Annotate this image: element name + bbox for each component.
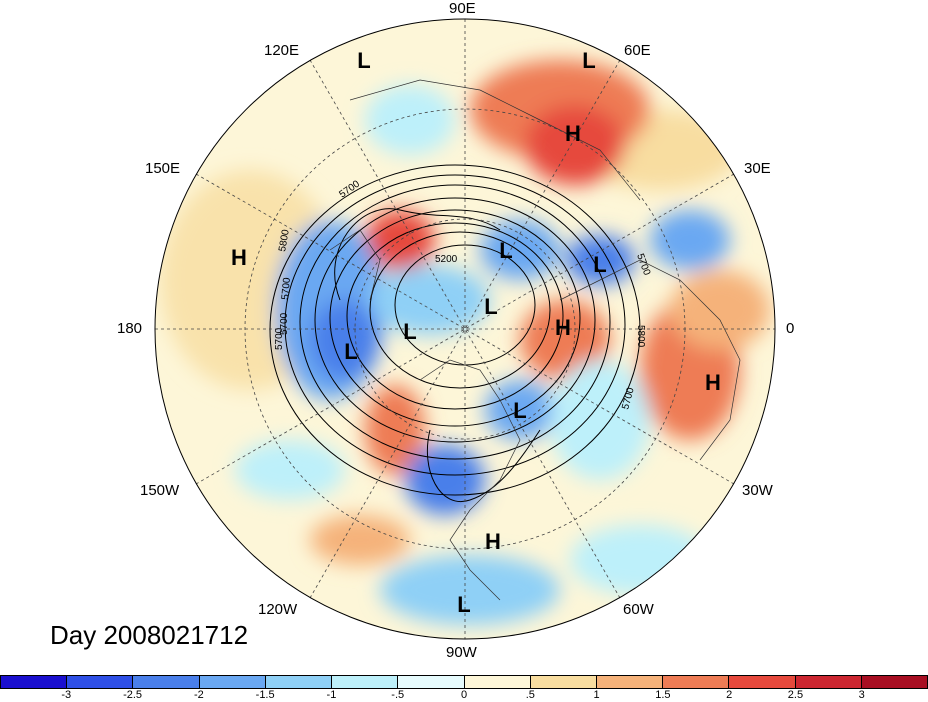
lon-label-0: 0 bbox=[786, 320, 795, 337]
lon-label-60e: 60E bbox=[624, 42, 651, 59]
pressure-center-label: H bbox=[565, 121, 581, 146]
pressure-center-label: H bbox=[705, 370, 721, 395]
pressure-center-label: L bbox=[457, 592, 471, 617]
pressure-center-label: L bbox=[582, 48, 596, 73]
colorbar-tick-label: 0 bbox=[460, 689, 468, 701]
colorbar-swatch bbox=[663, 676, 730, 688]
coastlines bbox=[329, 79, 741, 601]
colorbar-swatch bbox=[596, 676, 664, 688]
lon-label-60w: 60W bbox=[623, 601, 654, 618]
pressure-center-label: L bbox=[344, 339, 358, 364]
colorbar-swatch bbox=[795, 676, 862, 688]
pressure-center-label: L bbox=[593, 252, 607, 277]
graticule bbox=[155, 19, 775, 639]
colorbar-swatch bbox=[332, 676, 399, 688]
pressure-center-label: H bbox=[485, 529, 501, 554]
lon-label-30w: 30W bbox=[742, 482, 773, 499]
contour-label: 5200 bbox=[435, 254, 458, 265]
colorbar-tick-label: 1 bbox=[593, 689, 600, 701]
colorbar-tick-label: 3 bbox=[858, 689, 865, 701]
colorbar-swatch bbox=[861, 676, 928, 688]
colorbar-swatch bbox=[199, 676, 266, 688]
lon-label-180: 180 bbox=[117, 320, 143, 337]
contour-label: 5700 bbox=[279, 312, 290, 335]
lon-label-120w: 120W bbox=[258, 601, 298, 618]
colorbar-tick-label: -3 bbox=[61, 689, 72, 701]
pressure-center-label: L bbox=[513, 398, 527, 423]
contour-label: 5800 bbox=[277, 228, 292, 252]
lon-label-120e: 120E bbox=[264, 42, 300, 59]
colorbar-swatch bbox=[530, 676, 597, 688]
colorbar-tick-label: -2 bbox=[193, 689, 204, 701]
pressure-center-label: L bbox=[484, 294, 498, 319]
lon-label-90e: 90E bbox=[449, 0, 476, 17]
colorbar-tick-label: 1.5 bbox=[655, 689, 671, 701]
map-boundary bbox=[154, 18, 776, 640]
lon-label-90w: 90W bbox=[446, 644, 477, 661]
lon-label-150e: 150E bbox=[145, 160, 181, 177]
lon-label-30e: 30E bbox=[744, 160, 771, 177]
colorbar bbox=[0, 675, 928, 689]
pressure-center-label: H bbox=[555, 315, 571, 340]
colorbar-swatch bbox=[398, 676, 465, 688]
pressure-center-label: L bbox=[403, 319, 417, 344]
colorbar-swatch bbox=[729, 676, 796, 688]
colorbar-swatch bbox=[67, 676, 134, 688]
colorbar-swatch bbox=[464, 676, 531, 688]
colorbar-tick-label: -.5 bbox=[391, 689, 405, 701]
colorbar-swatch bbox=[265, 676, 333, 688]
lon-label-150w: 150W bbox=[140, 482, 180, 499]
pressure-center-label: L bbox=[499, 238, 513, 263]
pressure-center-label: H bbox=[231, 245, 247, 270]
colorbar-swatch bbox=[1, 676, 68, 688]
contour-label: 5700 bbox=[274, 327, 285, 350]
pressure-center-label: L bbox=[357, 48, 371, 73]
colorbar-swatch bbox=[133, 676, 200, 688]
contour-label: 5700 bbox=[280, 277, 293, 301]
contour-label: 5800 bbox=[635, 325, 646, 348]
colorbar-tick-label: 2.5 bbox=[787, 689, 804, 701]
colorbar-tick-label: -1 bbox=[326, 689, 337, 701]
colorbar-tick-label: 2 bbox=[726, 689, 733, 701]
anomaly-field bbox=[155, 19, 775, 639]
colorbar-tick-label: .5 bbox=[525, 689, 535, 701]
colorbar-tick-label: -2.5 bbox=[123, 689, 143, 701]
date-title: Day 2008021712 bbox=[50, 620, 249, 650]
colorbar-tick-label: -1.5 bbox=[255, 689, 275, 701]
